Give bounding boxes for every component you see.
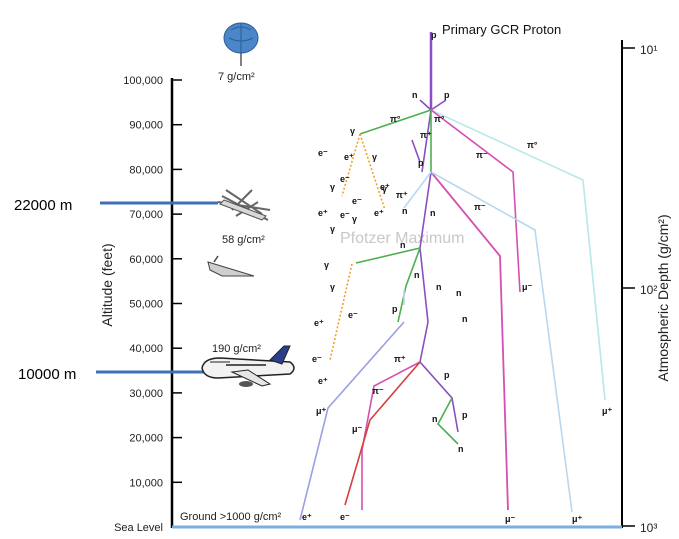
particle-pi-minus: π⁻ bbox=[476, 150, 488, 160]
particle-p: p bbox=[431, 30, 437, 40]
particle-p: p bbox=[392, 304, 398, 314]
particle-n: n bbox=[430, 208, 436, 218]
balloon-icon bbox=[223, 22, 259, 66]
shower-tracks bbox=[299, 32, 606, 521]
particle-pi0: π° bbox=[527, 140, 538, 150]
particle-pi-minus: π⁻ bbox=[474, 202, 486, 212]
balloon-depth-label: 7 g/cm² bbox=[218, 71, 255, 83]
marker-10000-label: 10000 m bbox=[18, 366, 76, 383]
particle-n: n bbox=[414, 270, 420, 280]
particle-p: p bbox=[444, 370, 450, 380]
particle-e-minus: e⁻ bbox=[340, 174, 350, 184]
altitude-ticks: 100,000 90,000 80,000 70,000 60,000 50,000 40,… bbox=[114, 75, 182, 534]
particle-n: n bbox=[462, 314, 468, 324]
altitude-tick-label: 50,000 bbox=[129, 299, 163, 311]
particle-mu-minus: μ⁻ bbox=[352, 424, 363, 434]
particle-e-minus: e⁻ bbox=[348, 310, 358, 320]
altitude-tick-label: 70,000 bbox=[129, 209, 163, 221]
particle-gamma: γ bbox=[350, 126, 355, 136]
particle-p: p bbox=[444, 90, 450, 100]
particle-pi0: π° bbox=[434, 114, 445, 124]
altitude-tick-label: 90,000 bbox=[129, 120, 163, 132]
spyplane-icon bbox=[217, 189, 271, 221]
particle-gamma: γ bbox=[372, 152, 377, 162]
marker-22000-label: 22000 m bbox=[14, 197, 72, 214]
depth-axis: 10¹ 10² 10³ Atmospheric Depth (g/cm²) bbox=[621, 40, 671, 535]
particle-gamma: γ bbox=[330, 182, 335, 192]
altitude-tick-label: Sea Level bbox=[114, 522, 163, 534]
particle-e-plus: e⁺ bbox=[374, 208, 384, 218]
altitude-tick-label: 60,000 bbox=[129, 254, 163, 266]
particle-n: n bbox=[456, 288, 462, 298]
depth-tick-10-2: 10² bbox=[640, 283, 657, 297]
particle-e-minus: e⁻ bbox=[318, 148, 328, 158]
particle-p: p bbox=[418, 158, 424, 168]
depth-axis-label: Atmospheric Depth (g/cm²) bbox=[655, 214, 671, 381]
primary-proton-title: Primary GCR Proton bbox=[442, 22, 561, 37]
altitude-tick-label: 10,000 bbox=[129, 477, 163, 489]
particle-e-plus: e⁺ bbox=[318, 208, 328, 218]
particle-gamma: γ bbox=[324, 260, 329, 270]
particle-e-plus: e⁺ bbox=[318, 376, 328, 386]
altitude-tick-label: 30,000 bbox=[129, 388, 163, 400]
ground-label: Ground >1000 g/cm² bbox=[180, 511, 282, 523]
particle-pi-plus: π⁺ bbox=[420, 130, 432, 140]
particle-mu-plus: μ⁺ bbox=[572, 514, 583, 524]
particle-n: n bbox=[412, 90, 418, 100]
particle-pi-minus: π⁻ bbox=[372, 386, 384, 396]
particle-e-minus: e⁻ bbox=[312, 354, 322, 364]
pfotzer-label: Pfotzer Maximum bbox=[340, 230, 464, 247]
particle-e-minus: e⁻ bbox=[340, 210, 350, 220]
particle-mu-plus: μ⁺ bbox=[316, 406, 327, 416]
particle-pi-plus: π⁺ bbox=[396, 190, 408, 200]
depth-tick-10-1: 10¹ bbox=[640, 43, 657, 57]
particle-n: n bbox=[432, 414, 438, 424]
particle-n: n bbox=[436, 282, 442, 292]
particle-e-plus: e⁺ bbox=[302, 512, 312, 522]
particle-e-plus: e⁺ bbox=[314, 318, 324, 328]
altitude-tick-label: 40,000 bbox=[129, 343, 163, 355]
particle-gamma: γ bbox=[330, 282, 335, 292]
particle-n: n bbox=[400, 240, 406, 250]
particle-p: p bbox=[462, 410, 468, 420]
particle-e-plus: e⁺ bbox=[344, 152, 354, 162]
airliner-icon bbox=[201, 345, 295, 387]
altitude-tick-label: 80,000 bbox=[129, 164, 163, 176]
depth-tick-10-3: 10³ bbox=[640, 521, 657, 534]
particle-e-plus: e⁺ bbox=[380, 182, 390, 192]
particle-e-minus: e⁻ bbox=[340, 512, 350, 522]
particle-mu-minus: μ⁻ bbox=[522, 282, 533, 292]
particle-n: n bbox=[458, 444, 464, 454]
airliner-depth-label: 190 g/cm² bbox=[212, 343, 261, 355]
particle-pi0: π° bbox=[390, 114, 401, 124]
altitude-tick-label: 20,000 bbox=[129, 433, 163, 445]
particle-gamma: γ bbox=[330, 224, 335, 234]
particle-n: n bbox=[402, 206, 408, 216]
altitude-tick-label: 100,000 bbox=[123, 75, 163, 87]
particle-gamma: γ bbox=[352, 214, 357, 224]
plane-depth-label: 58 g/cm² bbox=[222, 234, 265, 246]
particle-gamma: γ bbox=[382, 184, 387, 194]
particle-e-minus: e⁻ bbox=[352, 196, 362, 206]
particle-mu-plus: μ⁺ bbox=[602, 406, 613, 416]
particle-pi-plus: π⁺ bbox=[394, 354, 406, 364]
altitude-axis: 100,000 90,000 80,000 70,000 60,000 50,000 40,… bbox=[99, 75, 182, 534]
altitude-axis-label: Altitude (feet) bbox=[99, 243, 115, 326]
particle-mu-minus: μ⁻ bbox=[505, 514, 516, 524]
concorde-icon bbox=[207, 255, 255, 277]
